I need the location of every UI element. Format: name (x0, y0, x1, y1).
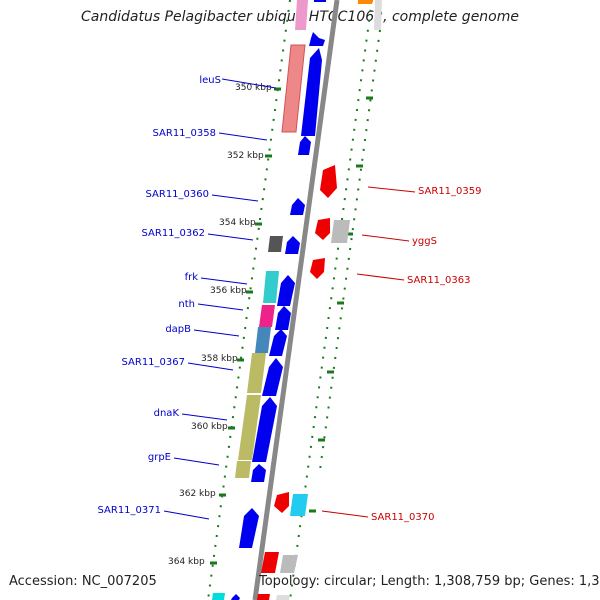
ruler-label-356: 356 kbp (210, 286, 247, 296)
arrow-top-1 (314, 0, 326, 2)
ruler-label-362: 362 kbp (179, 489, 216, 499)
leader-0359 (367, 186, 416, 193)
arrow-rev-0363 (310, 258, 325, 279)
leader-0371 (163, 510, 210, 520)
cog-bar-0367 (247, 353, 266, 393)
leader-dapb (193, 329, 240, 337)
leader-0363 (356, 273, 405, 281)
ruler-label-360: 360 kbp (191, 422, 228, 432)
arrow-fwd-grpe (251, 464, 266, 482)
arrow-rev-bottom-red (261, 552, 279, 573)
accession-label: Accession: NC_007205 (9, 574, 157, 589)
arrow-rev-bottom-red-2 (257, 594, 270, 600)
leader-grpe (173, 457, 220, 466)
gene-label-yggs[interactable]: yggS (412, 236, 437, 247)
gene-label-sar11-0360[interactable]: SAR11_0360 (146, 189, 210, 200)
cog-bars[interactable] (212, 0, 308, 600)
ruler-label-352: 352 kbp (227, 151, 264, 161)
cog-bar-dnak (238, 395, 261, 460)
ruler-label-364: 364 kbp (168, 557, 205, 567)
leader-yggs (361, 234, 410, 242)
arrow-fwd-dapB (269, 329, 287, 356)
leader-nth (197, 303, 244, 311)
gene-label-nth[interactable]: nth (178, 299, 195, 310)
arrow-fwd-leus (301, 48, 322, 136)
gene-label-sar11-0362[interactable]: SAR11_0362 (142, 228, 206, 239)
arrow-fwd-0371 (239, 508, 259, 548)
right-dotted-track (289, 0, 373, 600)
arrow-fwd-bottom (231, 594, 240, 600)
gene-label-sar11-0359[interactable]: SAR11_0359 (418, 186, 482, 197)
leader-frk (200, 277, 248, 285)
gene-label-dapb[interactable]: dapB (165, 324, 191, 335)
reverse-genes[interactable] (257, 0, 382, 600)
cog-bar-0362 (268, 236, 283, 252)
arrow-rev-top-orange (358, 0, 373, 4)
gene-label-grpe[interactable]: grpE (148, 452, 171, 463)
gene-label-sar11-0363[interactable]: SAR11_0363 (407, 275, 471, 286)
arrow-fwd-0362 (285, 236, 300, 254)
arrow-fwd-nth (275, 306, 291, 330)
arrow-fwd-dnak (252, 397, 277, 462)
arrow-rev-yggs-grey (331, 220, 350, 243)
cog-bar-dapB (255, 327, 271, 353)
genome-summary: Topology: circular; Length: 1,308,759 bp… (259, 574, 600, 589)
ruler-label-350: 350 kbp (235, 83, 272, 93)
arrow-fwd-1 (309, 32, 325, 46)
cog-bar-bottom-cyan (212, 593, 225, 600)
arrow-rev-bottom-grey-2 (276, 595, 290, 600)
arrow-fwd-0367 (262, 358, 283, 396)
arrow-rev-0370 (274, 492, 289, 513)
leader-dnak (181, 413, 228, 421)
outer-dotted-track (319, 29, 381, 471)
ruler-label-358: 358 kbp (201, 354, 238, 364)
leader-0367 (187, 362, 234, 371)
arrow-fwd-0358 (298, 136, 311, 155)
forward-genes[interactable] (231, 0, 326, 600)
leader-0370 (321, 510, 369, 518)
arrow-rev-0359 (320, 165, 337, 198)
cog-bar-top-pink (295, 0, 308, 30)
gene-label-leus[interactable]: leuS (199, 75, 221, 86)
arrow-rev-yggs (315, 218, 330, 240)
gene-label-sar11-0371[interactable]: SAR11_0371 (98, 505, 162, 516)
gene-label-frk[interactable]: frk (185, 272, 199, 283)
leader-0362 (207, 233, 254, 241)
cog-bar-nth (259, 305, 275, 327)
ruler-label-354: 354 kbp (219, 218, 256, 228)
left-dotted-track (207, 0, 291, 600)
arrow-rev-top-grey (374, 0, 382, 30)
leader-0358 (218, 132, 268, 141)
arrow-fwd-frk (277, 275, 295, 306)
gene-label-dnak[interactable]: dnaK (154, 408, 180, 419)
gene-label-sar11-0358[interactable]: SAR11_0358 (153, 128, 217, 139)
cog-bar-grpe (235, 461, 251, 478)
gene-label-sar11-0367[interactable]: SAR11_0367 (122, 357, 186, 368)
cog-bar-frk (263, 271, 279, 303)
arrow-rev-0370-cyan (290, 494, 308, 516)
gene-label-sar11-0370[interactable]: SAR11_0370 (371, 512, 435, 523)
arrow-fwd-0360 (290, 198, 305, 215)
leader-leus (221, 78, 277, 89)
leader-0360 (211, 194, 259, 202)
genome-backbone (252, 0, 340, 600)
arrow-rev-bottom-grey (280, 555, 298, 573)
cog-bar-leus (281, 44, 306, 133)
